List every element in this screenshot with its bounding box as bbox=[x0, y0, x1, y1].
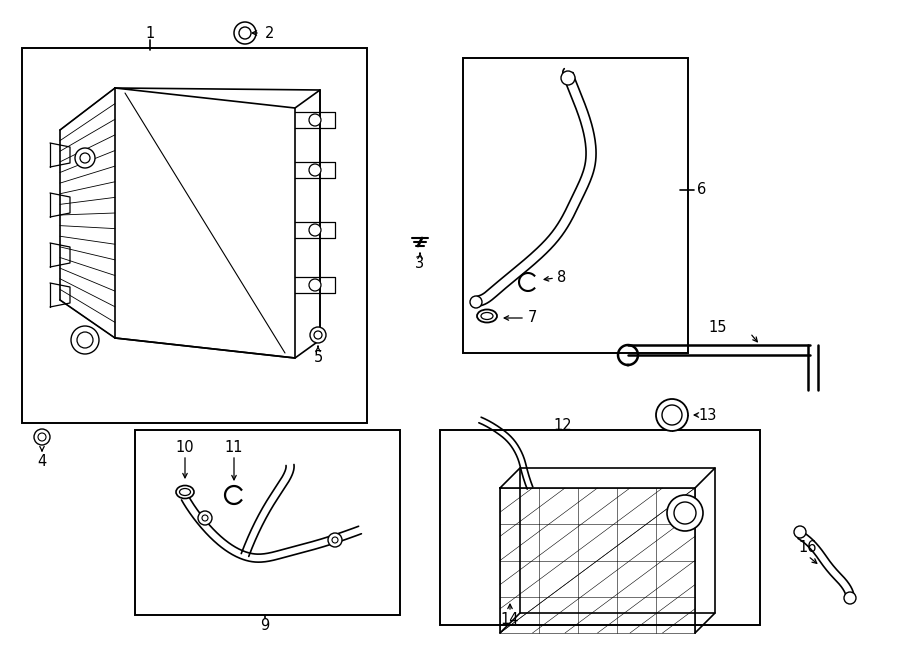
Circle shape bbox=[75, 148, 95, 168]
Circle shape bbox=[309, 279, 321, 291]
Circle shape bbox=[239, 27, 251, 39]
Circle shape bbox=[34, 429, 50, 445]
Text: 7: 7 bbox=[527, 311, 536, 325]
Circle shape bbox=[844, 592, 856, 604]
Bar bbox=[463, 58, 688, 353]
Circle shape bbox=[198, 511, 212, 525]
Ellipse shape bbox=[179, 488, 191, 496]
Text: 15: 15 bbox=[709, 319, 727, 334]
Circle shape bbox=[80, 153, 90, 163]
Circle shape bbox=[674, 502, 696, 524]
Ellipse shape bbox=[176, 485, 194, 498]
Text: 11: 11 bbox=[225, 440, 243, 455]
Text: 3: 3 bbox=[416, 256, 425, 272]
Bar bbox=[135, 430, 400, 615]
Circle shape bbox=[71, 326, 99, 354]
Circle shape bbox=[309, 224, 321, 236]
Text: 13: 13 bbox=[698, 407, 717, 422]
Circle shape bbox=[794, 526, 806, 538]
Text: 2: 2 bbox=[266, 26, 274, 40]
Circle shape bbox=[310, 327, 326, 343]
Text: 6: 6 bbox=[698, 182, 706, 198]
Text: 9: 9 bbox=[260, 617, 270, 633]
Circle shape bbox=[202, 515, 208, 521]
Circle shape bbox=[332, 537, 338, 543]
Bar bbox=[22, 48, 367, 423]
Bar bbox=[440, 430, 760, 625]
Text: 14: 14 bbox=[500, 613, 519, 627]
Ellipse shape bbox=[481, 313, 493, 319]
Circle shape bbox=[470, 296, 482, 308]
Circle shape bbox=[328, 533, 342, 547]
Circle shape bbox=[309, 114, 321, 126]
Circle shape bbox=[309, 164, 321, 176]
Text: 4: 4 bbox=[38, 455, 47, 469]
Circle shape bbox=[77, 332, 93, 348]
Text: 10: 10 bbox=[176, 440, 194, 455]
Text: 1: 1 bbox=[146, 26, 155, 40]
Circle shape bbox=[38, 433, 46, 441]
Text: 12: 12 bbox=[554, 418, 572, 432]
Circle shape bbox=[662, 405, 682, 425]
Circle shape bbox=[667, 495, 703, 531]
Circle shape bbox=[656, 399, 688, 431]
Circle shape bbox=[561, 71, 575, 85]
Circle shape bbox=[314, 331, 322, 339]
Text: 5: 5 bbox=[313, 350, 322, 364]
Text: 16: 16 bbox=[799, 541, 817, 555]
Text: 8: 8 bbox=[557, 270, 567, 286]
Circle shape bbox=[234, 22, 256, 44]
Ellipse shape bbox=[477, 309, 497, 323]
